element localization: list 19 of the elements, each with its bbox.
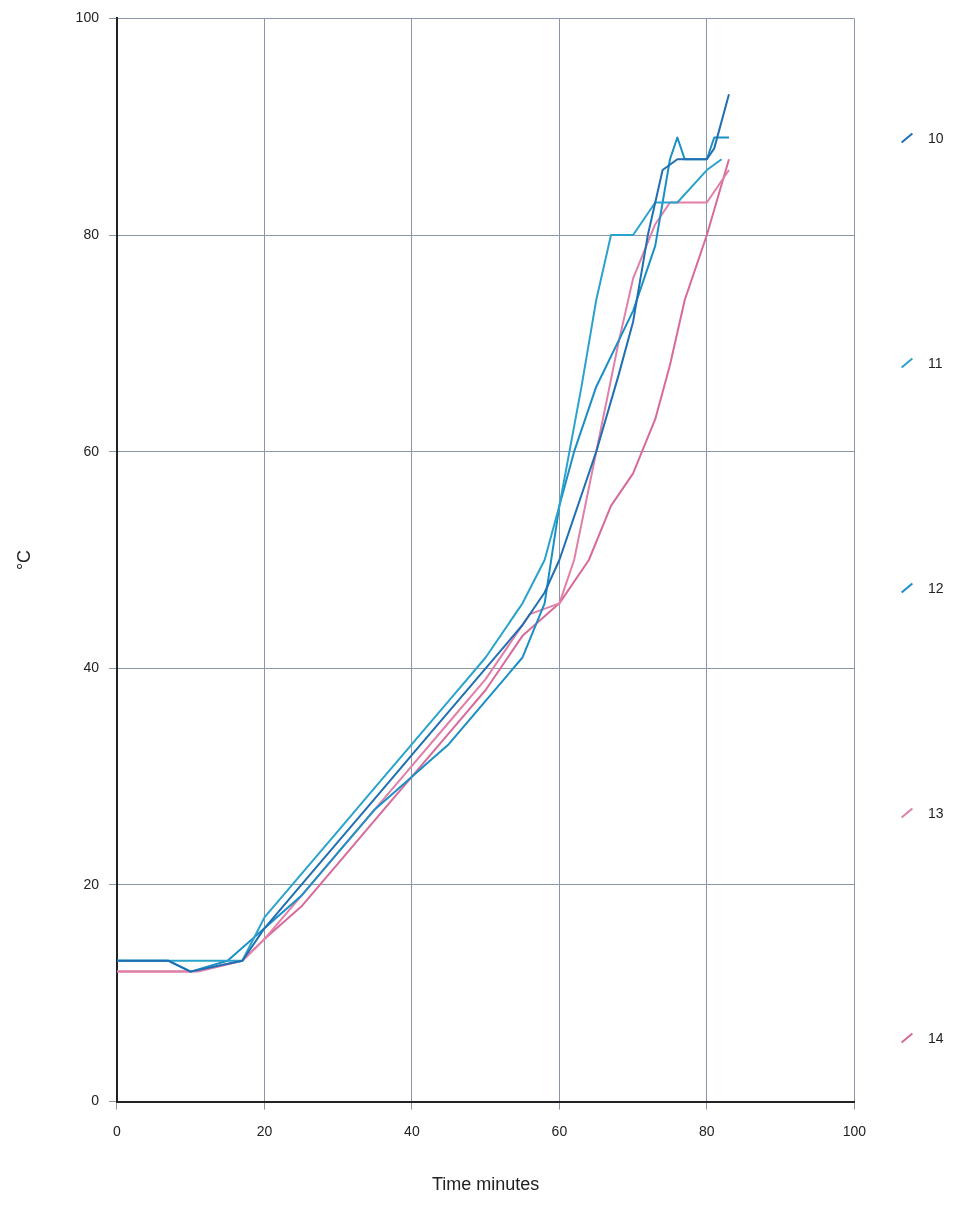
y-tick-label: 20: [83, 875, 100, 892]
y-tick-label: 40: [83, 659, 100, 676]
x-tick-label: 0: [113, 1122, 122, 1139]
x-tick-label: 20: [256, 1122, 273, 1139]
legend-label: 10: [928, 130, 944, 146]
x-axis-title: Time minutes: [431, 1174, 540, 1195]
y-axis-title: °C: [13, 549, 34, 571]
x-tick-label: 100: [842, 1122, 867, 1139]
y-tick-label: 60: [83, 442, 100, 459]
y-tick-label: 80: [83, 225, 100, 242]
x-tick-label: 60: [551, 1122, 568, 1139]
legend-label: 14: [928, 1030, 944, 1046]
x-tick-label: 40: [404, 1122, 420, 1139]
y-tick-label: 0: [91, 1092, 100, 1109]
y-tick-label: 100: [75, 9, 100, 26]
x-tick-label: 80: [699, 1122, 715, 1139]
legend-label: 11: [928, 355, 943, 371]
legend-label: 12: [928, 580, 944, 596]
legend-label: 13: [928, 805, 944, 821]
